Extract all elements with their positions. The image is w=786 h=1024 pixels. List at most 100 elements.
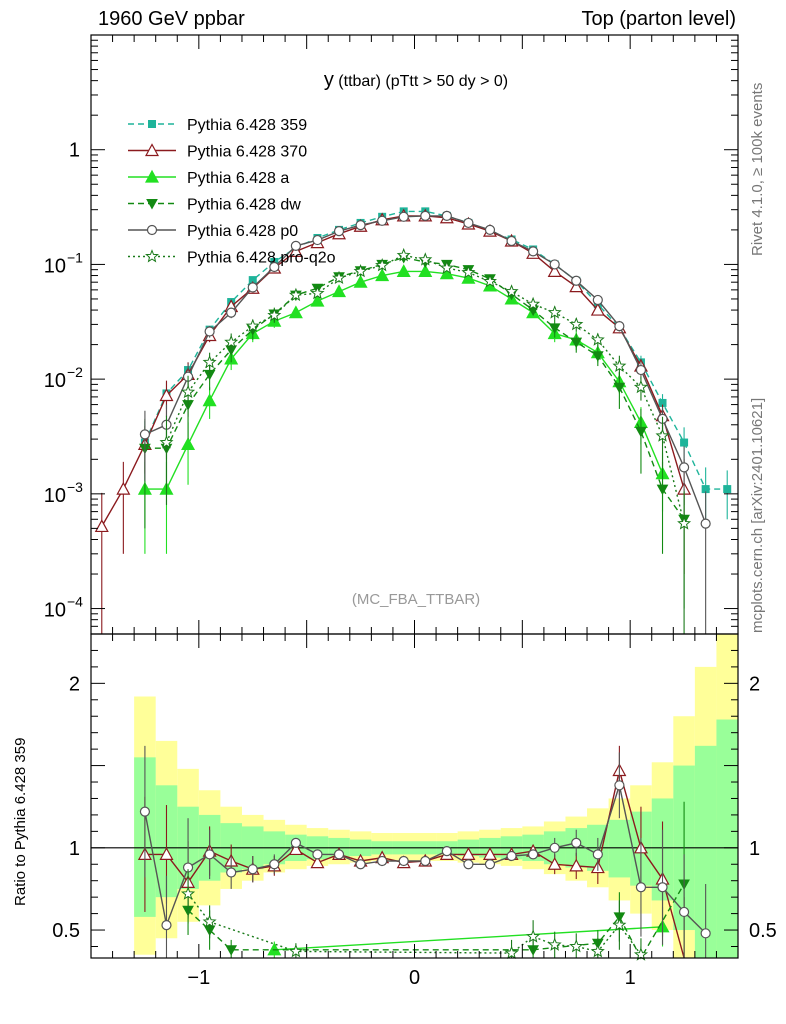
x-tick-label: −1: [187, 967, 210, 989]
data-point: [680, 438, 689, 447]
x-tick-label: 0: [409, 967, 420, 989]
legend-item: Pythia 6.428 370: [128, 143, 307, 161]
data-point: [355, 859, 366, 870]
data-point: [571, 275, 582, 286]
green-band-segment: [716, 719, 738, 958]
y-tick-label: 1: [69, 838, 80, 860]
data-point: [461, 265, 476, 279]
data-point: [288, 842, 303, 856]
header-left: 1960 GeV ppbar: [98, 8, 245, 30]
green-band-segment: [694, 745, 717, 958]
data-point: [549, 259, 560, 270]
data-point: [377, 215, 388, 226]
watermark: (MC_FBA_TTBAR): [352, 591, 480, 608]
data-point: [656, 484, 669, 496]
data-point: [225, 945, 238, 956]
x-axis-ticks: [90, 35, 739, 958]
data-point: [180, 886, 196, 900]
data-point: [484, 224, 496, 235]
legend-label: Pythia 6.428 370: [187, 144, 307, 161]
data-point: [614, 320, 625, 332]
data-point: [612, 917, 627, 932]
data-point: [181, 437, 196, 450]
y-tick-label: 10: [44, 370, 66, 392]
data-point: [375, 258, 390, 272]
data-point: [655, 428, 670, 442]
data-point: [526, 296, 541, 311]
series-line: [144, 256, 685, 520]
data-point: [181, 384, 196, 399]
data-point: [332, 270, 346, 284]
data-point: [484, 859, 496, 870]
legend-label: Pythia 6.428 pro-q2o: [187, 250, 336, 267]
data-point: [439, 266, 454, 280]
data-point: [590, 332, 605, 346]
ratio-series-pythia-6-428-p0: [139, 745, 711, 958]
y-tick-label: 10: [44, 600, 66, 622]
main-series-pythia-6-428-a: [137, 264, 670, 554]
series-line: [274, 926, 663, 951]
data-point: [269, 261, 280, 273]
y-tick-exponent: −3: [67, 479, 83, 495]
ratio-y-ticks: 0.5 0.5 1 1 2 2: [52, 649, 777, 947]
data-point: [723, 485, 732, 494]
data-point: [420, 210, 431, 221]
y-tick-label: 2: [69, 673, 80, 695]
header-right: Top (parton level): [581, 8, 736, 30]
legend-label: Pythia 6.428 359: [187, 117, 307, 134]
data-point: [159, 847, 174, 860]
data-point: [483, 274, 497, 288]
data-point: [375, 268, 390, 282]
data-point: [202, 393, 217, 407]
legend-item: Pythia 6.428 359: [128, 117, 307, 134]
legend: Pythia 6.428 359 Pythia 6.428 370 Pythia 6…: [128, 117, 336, 267]
ratio-bands: [134, 634, 738, 958]
data-point: [635, 882, 647, 893]
data-point: [570, 337, 583, 349]
data-point: [159, 435, 174, 449]
main-series-pythia-6-428-pro-q2o: [159, 247, 692, 634]
data-point: [332, 284, 347, 298]
data-point: [504, 284, 519, 298]
data-point: [396, 247, 411, 262]
data-point: [290, 837, 301, 848]
green-band-segment: [608, 819, 631, 878]
data-point: [592, 849, 603, 860]
data-point: [506, 850, 517, 862]
legend-marker: [144, 143, 160, 157]
data-point: [633, 947, 649, 961]
y-tick-exponent: −4: [67, 594, 83, 610]
data-point: [635, 426, 647, 438]
data-point: [396, 264, 411, 277]
legend-label: Pythia 6.428 a: [187, 170, 289, 187]
data-point: [569, 317, 584, 331]
data-point: [463, 859, 474, 870]
data-point: [677, 516, 692, 530]
data-point: [94, 519, 109, 533]
legend-item: Pythia 6.428 a: [128, 169, 289, 187]
legend-marker: [148, 120, 156, 128]
data-point: [547, 305, 562, 319]
plot-title-sub: (ttbar) (pTtt > 50 dy > 0): [334, 73, 508, 90]
data-point: [269, 859, 280, 870]
data-point: [700, 518, 711, 529]
data-point: [290, 240, 301, 252]
data-point: [591, 351, 604, 362]
legend-marker: [144, 169, 160, 183]
data-point: [590, 302, 605, 316]
data-point: [204, 326, 215, 337]
data-point: [418, 264, 433, 277]
main-series-pythia-6-428-dw: [139, 252, 690, 609]
data-point: [288, 305, 303, 319]
data-point: [377, 855, 388, 867]
data-point: [224, 334, 239, 349]
data-point: [528, 246, 539, 257]
data-point: [678, 462, 690, 473]
data-point: [418, 252, 433, 266]
data-point: [614, 780, 625, 791]
data-point: [528, 849, 539, 860]
legend-marker: [146, 224, 158, 236]
legend-item: Pythia 6.428 p0: [128, 223, 298, 240]
y-tick-label: 10: [44, 255, 66, 277]
data-point: [547, 937, 562, 951]
